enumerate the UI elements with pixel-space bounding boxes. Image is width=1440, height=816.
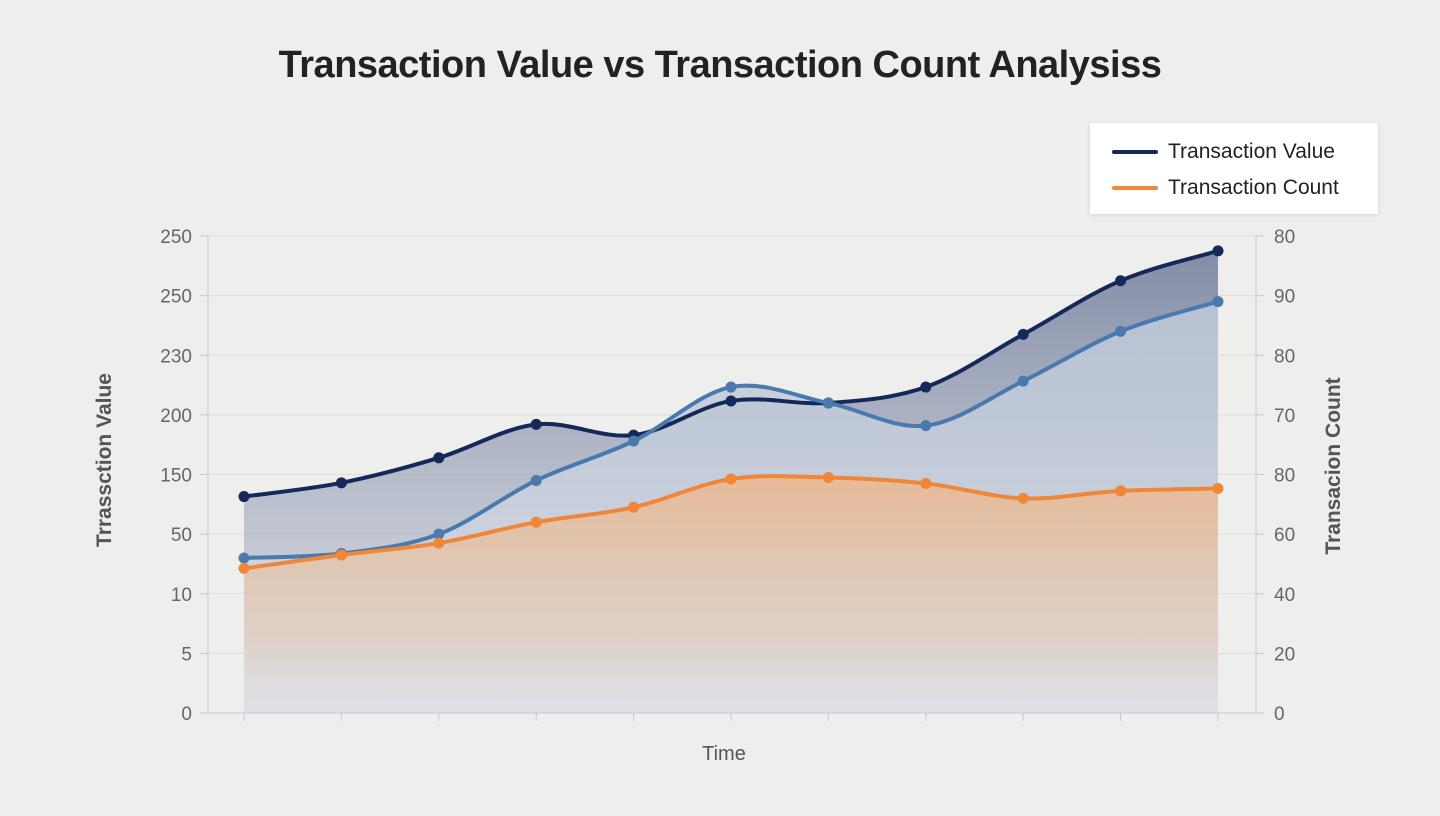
legend-item-transaction-count[interactable]: Transaction Count <box>1112 176 1339 200</box>
data-point <box>628 435 640 447</box>
data-point <box>920 381 932 393</box>
y-tick-label-right: 80 <box>1274 466 1295 487</box>
legend-swatch-orange <box>1112 186 1158 190</box>
data-point <box>335 549 347 561</box>
data-point <box>725 395 737 407</box>
data-point <box>1115 325 1127 337</box>
y-tick-label-right: 0 <box>1274 704 1285 725</box>
chart-title: Transaction Value vs Transaction Count A… <box>278 44 1162 86</box>
legend: Transaction Value Transaction Count <box>1090 123 1378 214</box>
y-tick-label-right: 80 <box>1274 346 1295 367</box>
data-point <box>238 552 250 564</box>
y-tick-label-right: 80 <box>1274 227 1295 248</box>
data-point <box>725 381 737 393</box>
data-point <box>530 418 542 430</box>
y-tick-label-left: 200 <box>160 406 192 427</box>
series-area <box>244 476 1218 713</box>
data-point <box>1212 483 1224 495</box>
data-point <box>433 537 445 549</box>
y-tick-label-right: 20 <box>1274 644 1295 665</box>
data-point <box>1212 245 1224 257</box>
data-point <box>433 528 445 540</box>
data-point <box>920 420 932 432</box>
y-tick-label-left: 5 <box>181 644 192 665</box>
data-point <box>822 471 834 483</box>
data-point <box>530 474 542 486</box>
y-tick-label-right: 70 <box>1274 406 1295 427</box>
legend-item-transaction-value[interactable]: Transaction Value <box>1112 140 1335 164</box>
data-point <box>1115 485 1127 497</box>
data-point <box>822 397 834 409</box>
y-axis-title-right: Transacion Count <box>1322 377 1345 554</box>
y-tick-label-left: 50 <box>171 525 192 546</box>
data-point <box>530 516 542 528</box>
y-tick-label-left: 10 <box>171 585 192 606</box>
data-point <box>238 491 250 503</box>
data-point <box>1017 328 1029 340</box>
y-tick-label-left: 230 <box>160 346 192 367</box>
y-axis-title-left: Trrassction Value <box>93 373 116 547</box>
data-point <box>1212 296 1224 308</box>
legend-label: Transaction Value <box>1168 140 1335 163</box>
y-tick-label-right: 60 <box>1274 525 1295 546</box>
data-point <box>433 452 445 464</box>
y-tick-label-left: 150 <box>160 466 192 487</box>
data-point <box>1017 375 1029 387</box>
y-tick-label-left: 0 <box>181 704 192 725</box>
legend-swatch-navy <box>1112 150 1158 154</box>
y-tick-label-left: 250 <box>160 287 192 308</box>
data-point <box>335 477 347 489</box>
y-tick-label-right: 40 <box>1274 585 1295 606</box>
x-axis-title: Time <box>702 743 746 765</box>
data-point <box>1017 492 1029 504</box>
legend-label: Transaction Count <box>1168 176 1339 199</box>
data-point <box>238 562 250 574</box>
y-tick-label-right: 90 <box>1274 287 1295 308</box>
data-point <box>628 501 640 513</box>
data-point <box>1115 275 1127 287</box>
data-point <box>725 473 737 485</box>
y-tick-label-left: 250 <box>160 227 192 248</box>
data-point <box>920 477 932 489</box>
